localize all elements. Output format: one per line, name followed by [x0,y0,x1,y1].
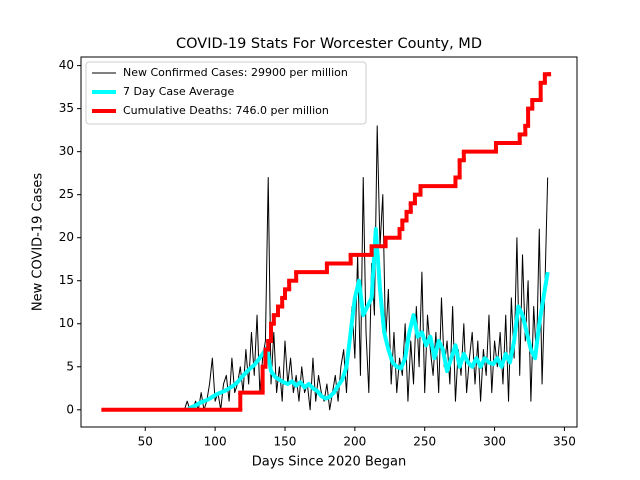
y-tick-label: 25 [59,187,74,201]
y-tick-label: 0 [66,402,74,416]
legend: New Confirmed Cases: 29900 per million 7 … [85,61,367,125]
x-tick-label: 250 [413,435,436,449]
x-axis-label: Days Since 2020 Began [252,455,407,470]
y-tick-label: 5 [66,359,74,373]
chart-title: COVID-19 Stats For Worcester County, MD [176,36,482,52]
y-tick-label: 10 [59,316,74,330]
x-tick-label: 50 [138,435,153,449]
x-tick-label: 100 [204,435,227,449]
data-line [186,227,550,412]
y-tick-label: 35 [59,101,74,115]
y-tick-label: 40 [59,58,74,72]
x-tick-label: 350 [553,435,576,449]
y-axis-label: New COVID-19 Cases [31,173,46,311]
axes-frame [80,56,578,428]
data-line [183,125,549,411]
x-tick-label: 150 [274,435,297,449]
plot-area [101,72,552,412]
legend-label: New Confirmed Cases: 29900 per million [123,66,348,79]
y-tick-label: 15 [59,273,74,287]
legend-label: Cumulative Deaths: 746.0 per million [123,104,329,117]
legend-label: 7 Day Case Average [123,85,235,98]
y-tick-label: 20 [59,230,74,244]
x-tick-label: 200 [343,435,366,449]
legend-box [85,61,367,125]
x-tick-label: 300 [483,435,506,449]
y-tick-label: 30 [59,144,74,158]
